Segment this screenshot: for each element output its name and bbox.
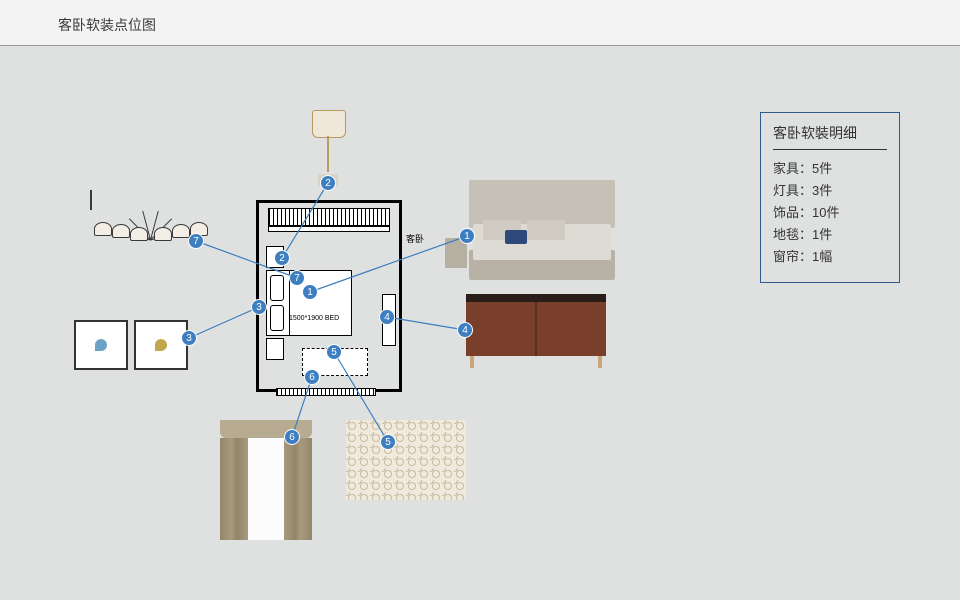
bed-size-label: 1500*1900 BED	[289, 315, 339, 322]
legend-row: 家具：5件	[773, 158, 887, 180]
chandelier-shade-icon	[154, 227, 172, 241]
sheer-icon	[246, 438, 286, 540]
marker-wall-art-item: 3	[181, 330, 197, 346]
curtain-panel-icon	[284, 438, 312, 540]
cabinet-divider-icon	[535, 302, 537, 356]
marker-chandelier-item: 7	[188, 233, 204, 249]
room-label: 客卧	[406, 232, 424, 245]
chandelier-shade-icon	[130, 227, 148, 241]
nightstand-right-plan	[266, 338, 284, 360]
wardrobe-door-plan	[268, 226, 390, 232]
marker-bed-item: 1	[459, 228, 475, 244]
marker-rug-plan: 5	[326, 344, 342, 360]
chandelier-stem-icon	[90, 190, 92, 210]
wall-art-thumb	[74, 320, 188, 370]
chandelier-shade-icon	[94, 222, 112, 236]
chandelier-shade-icon	[112, 224, 130, 238]
legend-box: 客卧软裝明细 家具：5件灯具：3件饰品：10件地毯：1件窗帘：1幅	[760, 112, 900, 283]
cushion-icon	[505, 230, 527, 244]
curtain-panel-icon	[220, 438, 248, 540]
marker-curtain-plan: 6	[304, 369, 320, 385]
lamp-stem-icon	[327, 136, 329, 172]
title-bar: 客卧软装点位图	[0, 0, 960, 46]
floor-plan: 1500*1900 BED 客卧	[256, 200, 402, 392]
pillow-icon	[527, 220, 565, 240]
legend-title: 客卧软裝明细	[773, 123, 887, 143]
legend-row: 地毯：1件	[773, 224, 887, 246]
page-title: 客卧软装点位图	[58, 15, 156, 35]
marker-table-lamp-item: 2	[320, 175, 336, 191]
marker-chandelier-plan: 7	[289, 270, 305, 286]
marker-bed-plan: 1	[302, 284, 318, 300]
chandelier-shade-icon	[172, 224, 190, 238]
legend-row: 灯具：3件	[773, 180, 887, 202]
wardrobe-plan	[268, 208, 390, 226]
window-plan	[276, 388, 376, 396]
canvas: 客卧软装点位图 客卧软裝明细 家具：5件灯具：3件饰品：10件地毯：1件窗帘：1…	[0, 0, 960, 600]
bird-icon	[95, 339, 107, 351]
leg-icon	[598, 356, 602, 368]
marker-curtain-item: 6	[284, 429, 300, 445]
marker-rug-item: 5	[380, 434, 396, 450]
pillow-plan	[270, 305, 284, 331]
marker-wall-art-plan: 3	[251, 299, 267, 315]
leg-icon	[470, 356, 474, 368]
marker-table-lamp-plan: 2	[274, 250, 290, 266]
pillow-plan	[270, 275, 284, 301]
bed-plan: 1500*1900 BED	[266, 270, 352, 336]
legend-divider	[773, 149, 887, 150]
legend-row: 窗帘：1幅	[773, 246, 887, 268]
lamp-shade-icon	[312, 110, 346, 138]
cabinet-top-icon	[466, 294, 606, 302]
marker-sideboard-item: 4	[457, 322, 473, 338]
chandelier-thumb	[90, 190, 210, 260]
marker-sideboard-plan: 4	[379, 309, 395, 325]
bird-icon	[155, 339, 167, 351]
sideboard-thumb	[466, 294, 606, 368]
legend-row: 饰品：10件	[773, 202, 887, 224]
rug-thumb	[346, 420, 466, 500]
